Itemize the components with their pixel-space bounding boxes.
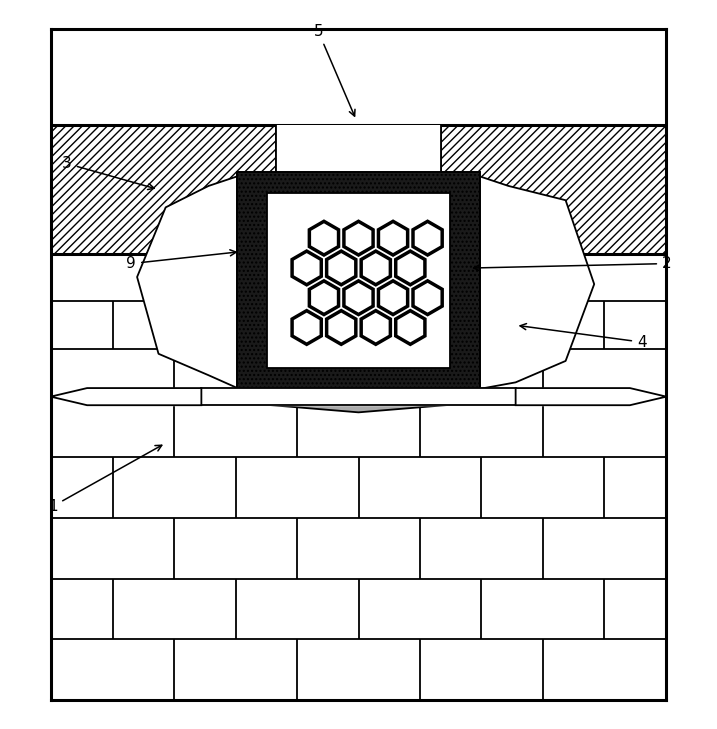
Polygon shape [309,222,338,255]
Bar [52,397,665,700]
Polygon shape [137,175,241,389]
Polygon shape [237,389,480,413]
Bar [52,254,665,397]
Text: 5: 5 [313,24,355,116]
Bar [237,171,480,389]
Polygon shape [327,311,356,344]
Polygon shape [379,222,408,255]
Polygon shape [309,281,338,314]
Text: 2: 2 [474,256,672,271]
Bar [52,125,276,254]
Text: 9: 9 [126,250,236,271]
Polygon shape [413,222,442,255]
Bar [237,171,480,389]
Polygon shape [476,175,594,389]
Text: 1: 1 [48,445,162,514]
Bar [267,192,450,368]
Polygon shape [379,281,408,314]
Polygon shape [327,251,356,285]
Polygon shape [51,388,201,405]
Text: 4: 4 [520,324,647,350]
Polygon shape [413,281,442,314]
Polygon shape [361,311,390,344]
Polygon shape [361,251,390,285]
Polygon shape [344,222,373,255]
Polygon shape [396,251,425,285]
Text: 3: 3 [62,156,154,190]
Polygon shape [344,281,373,314]
Bar [441,125,665,254]
Polygon shape [516,388,666,405]
Polygon shape [292,251,321,285]
Polygon shape [292,311,321,344]
Bar [276,125,441,254]
Polygon shape [396,311,425,344]
